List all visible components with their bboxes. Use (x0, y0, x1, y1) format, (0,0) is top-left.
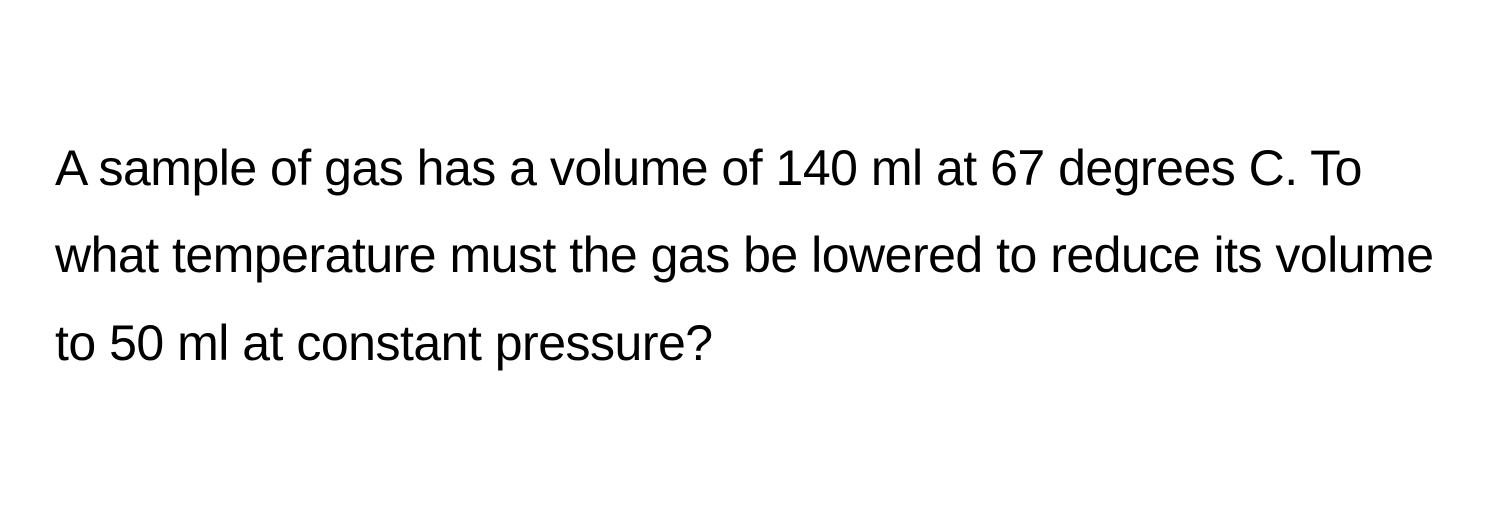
question-text: A sample of gas has a volume of 140 ml a… (55, 125, 1445, 388)
